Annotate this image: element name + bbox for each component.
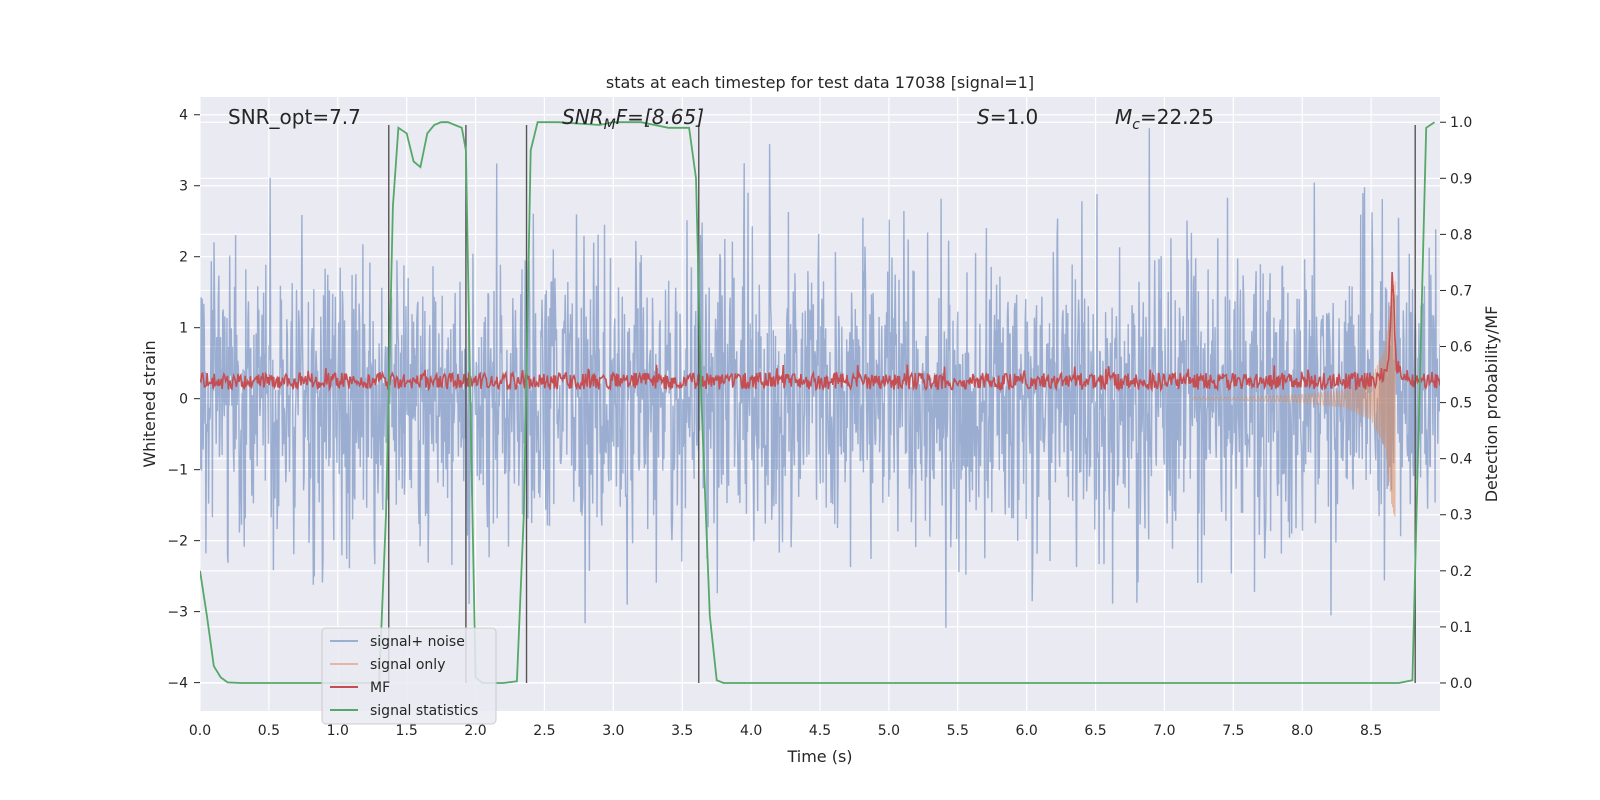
legend: signal+ noise signal only MF signal stat… bbox=[321, 627, 497, 725]
legend-label-signal-statistics: signal statistics bbox=[370, 703, 478, 719]
x-tick-label: 5.5 bbox=[947, 723, 969, 739]
x-tick-label: 3.5 bbox=[671, 723, 693, 739]
right-y-tick-label: 0.5 bbox=[1450, 396, 1472, 412]
x-tick-label: 3.0 bbox=[602, 723, 624, 739]
x-tick-label: 7.0 bbox=[1153, 723, 1175, 739]
x-tick-label: 7.5 bbox=[1222, 723, 1244, 739]
right-y-tick-label: 0.1 bbox=[1450, 620, 1472, 636]
chart-title: stats at each timestep for test data 170… bbox=[606, 73, 1034, 92]
x-tick-label: 2.0 bbox=[464, 723, 486, 739]
right-y-tick-label: 0.7 bbox=[1450, 283, 1472, 299]
series-signal-only bbox=[1191, 281, 1397, 517]
x-tick-label: 1.0 bbox=[327, 723, 349, 739]
left-y-tick-label: −3 bbox=[167, 605, 188, 621]
left-y-tick-label: 3 bbox=[179, 179, 188, 195]
legend-box bbox=[321, 627, 497, 725]
annotation-snr-opt: SNR_opt=7.7 bbox=[228, 105, 361, 129]
left-y-tick-label: 2 bbox=[179, 250, 188, 266]
annotation-s: S=1.0 bbox=[977, 105, 1038, 129]
x-tick-label: 6.0 bbox=[1016, 723, 1038, 739]
x-tick-label: 5.0 bbox=[878, 723, 900, 739]
legend-label-signal-plus-noise: signal+ noise bbox=[370, 634, 465, 650]
right-y-tick-label: 0.8 bbox=[1450, 227, 1472, 243]
left-y-tick-label: −1 bbox=[167, 463, 188, 479]
annotation-mc: Mc=22.25 bbox=[1115, 105, 1214, 133]
right-y-tick-label: 0.9 bbox=[1450, 171, 1472, 187]
series-mf bbox=[200, 271, 1440, 393]
x-tick-label: 0.0 bbox=[189, 723, 211, 739]
right-y-axis-ticks: 0.0 0.1 0.2 0.3 0.4 0.5 0.6 0.7 0.8 0.9 1.0 bbox=[1440, 115, 1472, 692]
x-tick-label: 2.5 bbox=[533, 723, 555, 739]
x-tick-label: 8.5 bbox=[1360, 723, 1382, 739]
x-axis-ticks: 0.0 0.5 1.0 1.5 2.0 2.5 3.0 3.5 4.0 4.5 5.0 5.5 6.0 6… bbox=[189, 723, 1382, 739]
series-signal-plus-noise bbox=[200, 128, 1440, 628]
x-tick-label: 4.5 bbox=[809, 723, 831, 739]
x-tick-label: 1.5 bbox=[396, 723, 418, 739]
left-y-tick-label: −2 bbox=[167, 534, 188, 550]
x-axis-label: Time (s) bbox=[786, 747, 852, 766]
x-tick-label: 4.0 bbox=[740, 723, 762, 739]
left-y-axis-label: Whitened strain bbox=[140, 340, 159, 467]
right-y-axis-label: Detection probability/MF bbox=[1482, 306, 1501, 503]
x-tick-label: 8.0 bbox=[1291, 723, 1313, 739]
right-y-tick-label: 0.0 bbox=[1450, 676, 1472, 692]
left-y-tick-label: 0 bbox=[179, 392, 188, 408]
legend-label-signal-only: signal only bbox=[370, 657, 445, 673]
left-y-tick-label: −4 bbox=[167, 676, 188, 692]
x-tick-label: 0.5 bbox=[258, 723, 280, 739]
right-y-tick-label: 1.0 bbox=[1450, 115, 1472, 131]
left-y-axis-ticks: −4 −3 −2 −1 0 1 2 3 4 bbox=[167, 108, 200, 692]
x-tick-label: 6.5 bbox=[1084, 723, 1106, 739]
annotation-snr-mf: SNRMF=[8.65] bbox=[562, 105, 704, 133]
right-y-tick-label: 0.4 bbox=[1450, 452, 1472, 468]
right-y-tick-label: 0.3 bbox=[1450, 508, 1472, 524]
left-y-tick-label: 1 bbox=[179, 321, 188, 337]
right-y-tick-label: 0.6 bbox=[1450, 340, 1472, 356]
left-y-tick-label: 4 bbox=[179, 108, 188, 124]
legend-label-mf: MF bbox=[370, 680, 390, 696]
right-y-tick-label: 0.2 bbox=[1450, 564, 1472, 580]
